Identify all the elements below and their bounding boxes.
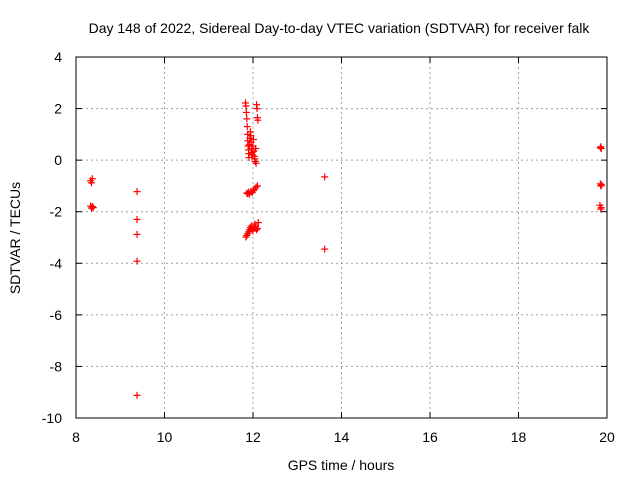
data-point: [247, 132, 255, 140]
x-tick-label: 10: [157, 429, 173, 445]
y-tick-label: -2: [50, 204, 63, 220]
x-tick-label: 8: [72, 429, 80, 445]
data-point: [254, 219, 262, 227]
data-point: [133, 215, 141, 223]
data-point: [133, 188, 141, 196]
y-axis-label: SDTVAR / TECUs: [7, 182, 23, 294]
data-point: [253, 105, 261, 113]
x-tick-label: 12: [245, 429, 261, 445]
data-point: [597, 145, 605, 153]
x-tick-label: 14: [334, 429, 350, 445]
y-tick-label: -10: [42, 410, 62, 426]
data-points: [87, 99, 606, 399]
data-point: [321, 173, 329, 181]
data-point: [133, 257, 141, 265]
data-point: [249, 187, 257, 195]
data-point: [253, 182, 261, 190]
data-point: [597, 204, 605, 212]
y-tick-label: -4: [50, 255, 63, 271]
chart-title: Day 148 of 2022, Sidereal Day-to-day VTE…: [89, 20, 591, 36]
data-point: [254, 116, 262, 124]
data-point: [89, 204, 97, 212]
y-tick-label: -8: [50, 358, 63, 374]
data-point: [242, 108, 250, 116]
y-tick-label: -6: [50, 307, 63, 323]
data-point: [252, 159, 260, 167]
data-point: [243, 123, 251, 131]
data-point: [252, 145, 260, 153]
data-point: [597, 182, 605, 190]
data-point: [249, 136, 257, 144]
data-point: [253, 224, 261, 232]
x-tick-label: 18: [511, 429, 527, 445]
y-tick-label: 4: [54, 49, 62, 65]
data-point: [321, 245, 329, 253]
data-point: [88, 203, 96, 211]
data-point: [245, 154, 253, 162]
data-point: [88, 175, 96, 183]
data-point: [252, 183, 260, 191]
data-point: [598, 181, 606, 189]
y-tick-label: 0: [54, 152, 62, 168]
y-tick-label: 2: [54, 101, 62, 117]
data-point: [243, 115, 251, 123]
x-tick-label: 20: [599, 429, 615, 445]
data-point: [133, 230, 141, 238]
data-point: [87, 179, 95, 187]
data-point: [242, 102, 250, 110]
data-point: [249, 227, 257, 235]
data-point: [253, 226, 261, 234]
data-point: [133, 391, 141, 399]
x-axis-label: GPS time / hours: [288, 457, 395, 473]
x-tick-label: 16: [422, 429, 438, 445]
grid: [76, 57, 607, 418]
